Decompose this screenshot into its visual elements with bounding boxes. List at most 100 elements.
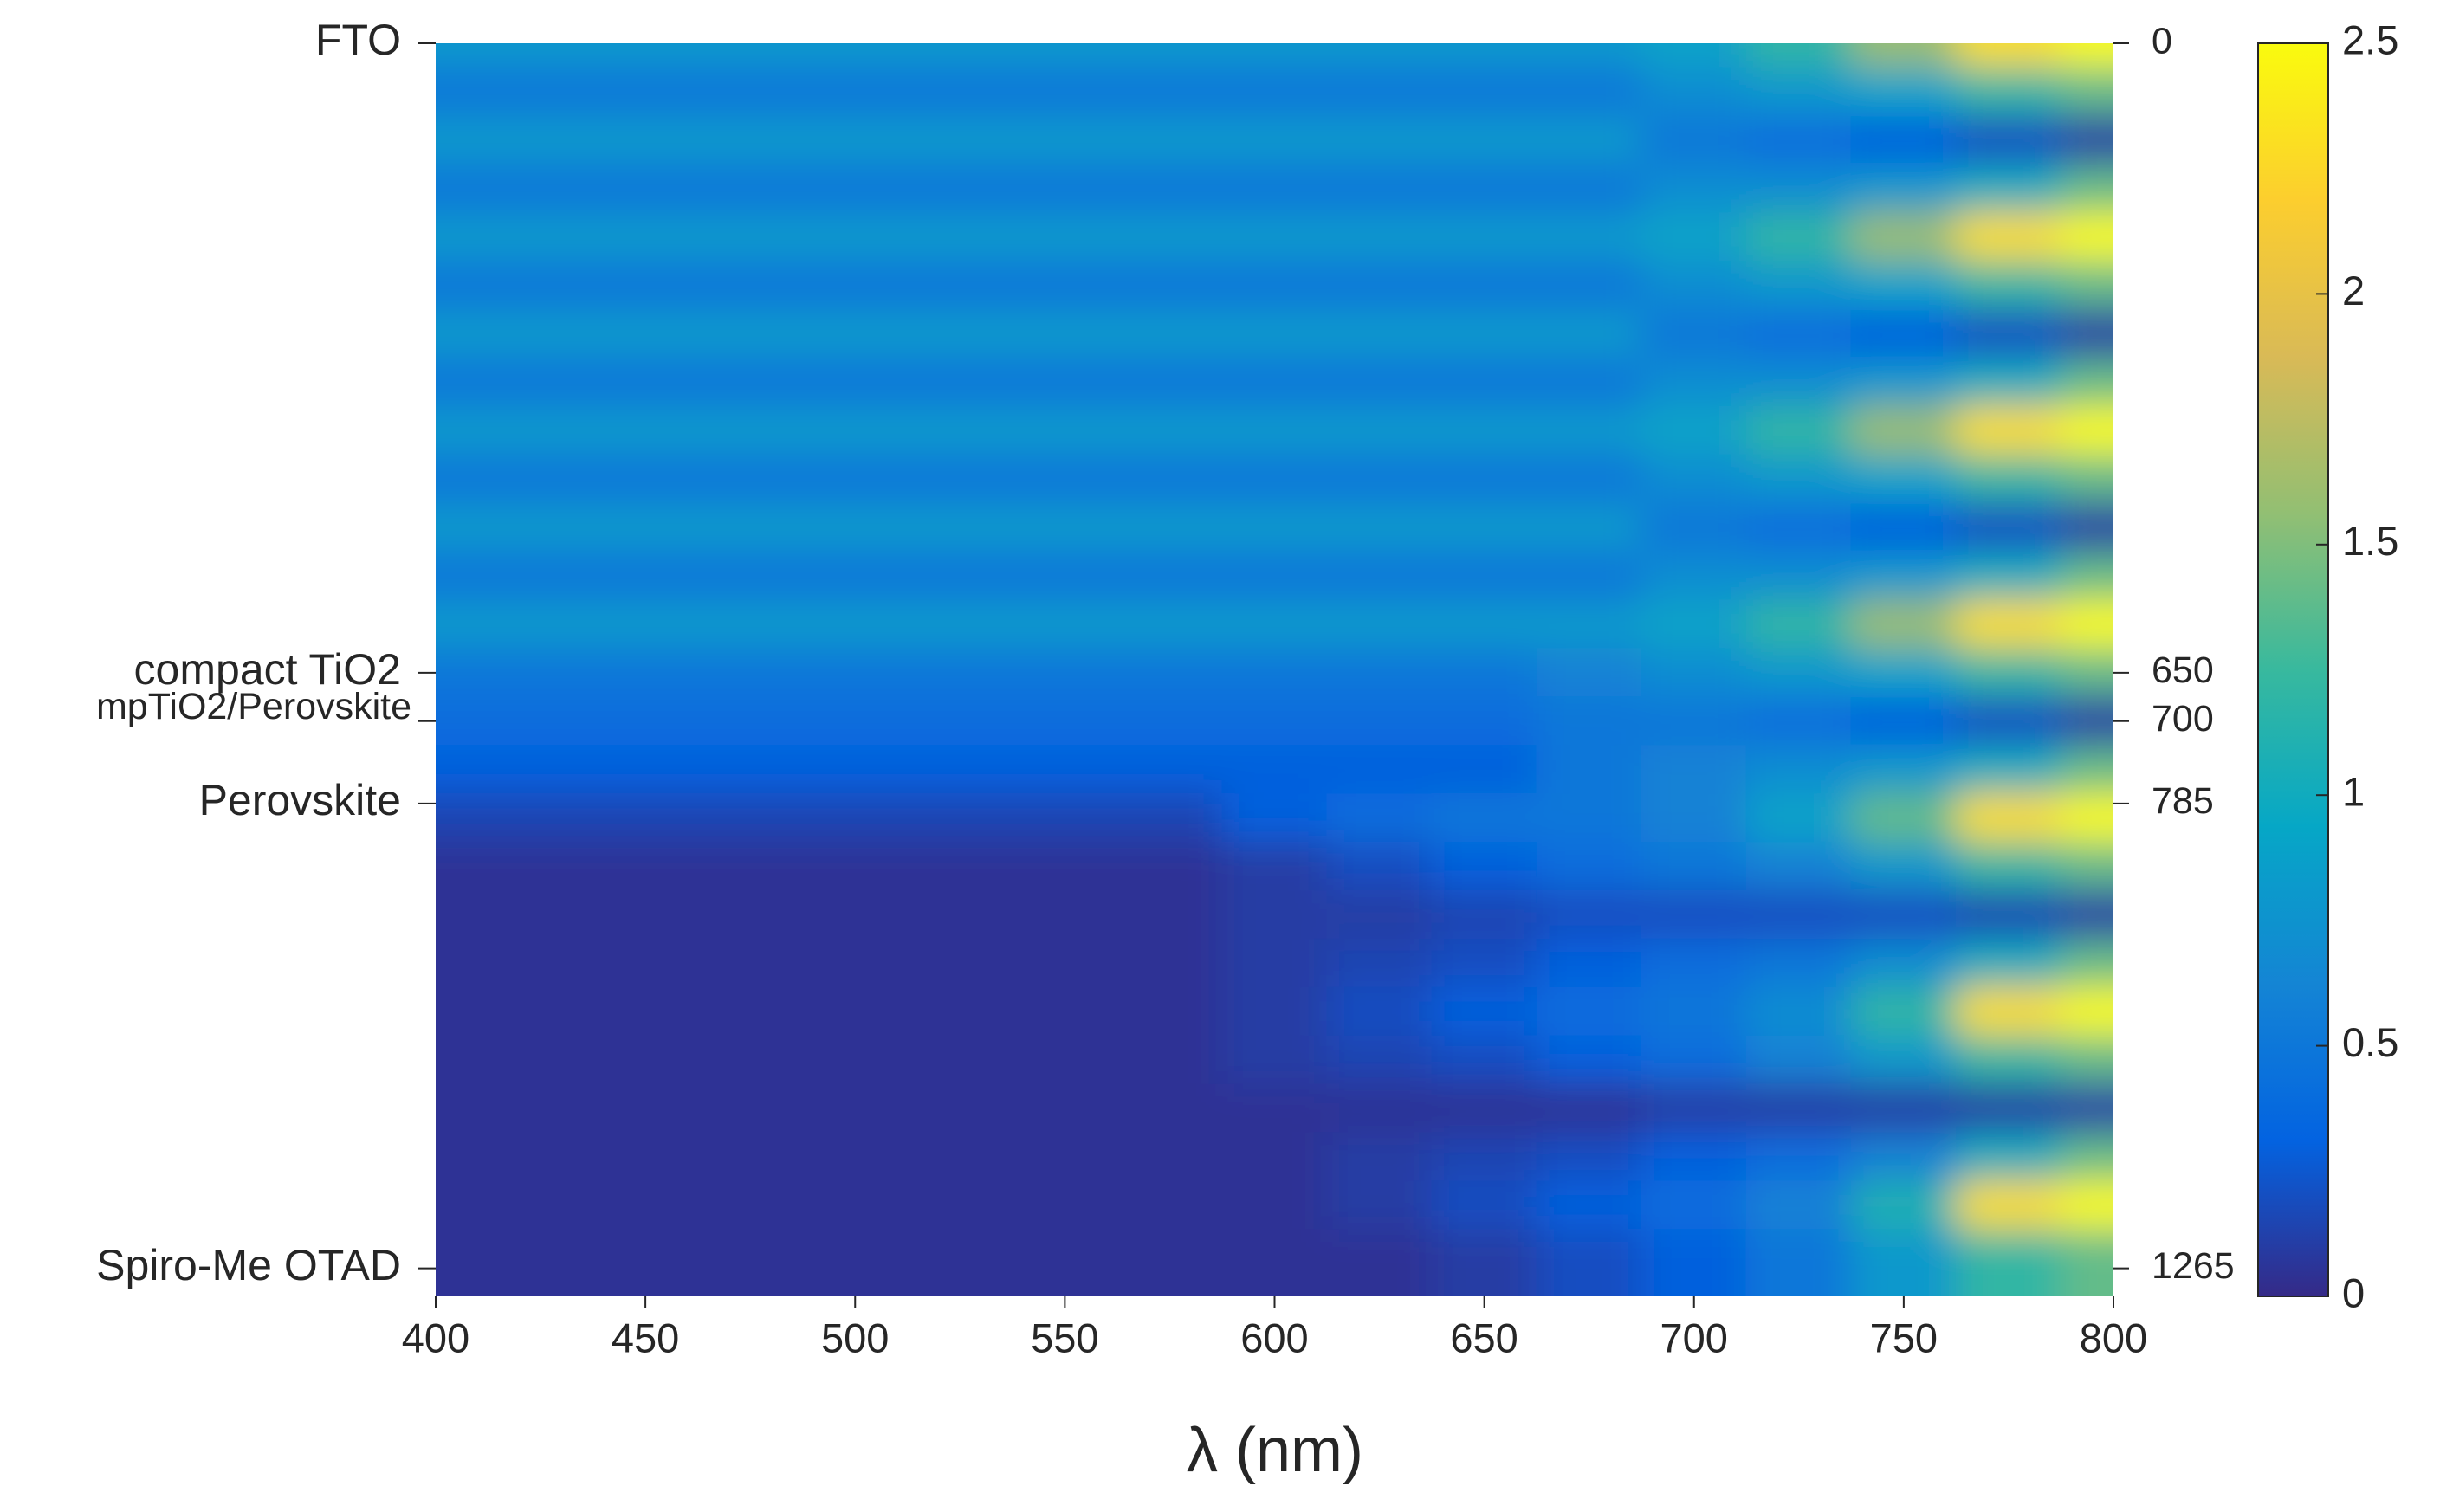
heat-cell	[1431, 43, 1537, 68]
heat-cell	[592, 212, 699, 262]
heat-cell	[1221, 696, 1328, 746]
heat-cell	[436, 1132, 489, 1182]
heat-cell	[1850, 164, 1957, 214]
heat-cell	[907, 793, 1013, 843]
heat-cell	[488, 889, 594, 940]
heat-cell	[802, 648, 909, 698]
heat-cell	[1012, 405, 1118, 456]
heat-cell	[1955, 889, 2061, 940]
heat-cell	[2060, 1132, 2113, 1182]
heat-cell	[1850, 43, 1957, 68]
heat-cell	[436, 261, 489, 311]
heat-cell	[907, 889, 1013, 940]
heat-cell	[1431, 309, 1537, 359]
heat-cell	[1326, 551, 1433, 601]
heat-cell	[1012, 1229, 1118, 1296]
heat-cell	[1536, 599, 1642, 649]
heat-cell	[1116, 551, 1223, 601]
heat-cell	[592, 67, 699, 117]
heat-cell	[802, 599, 909, 649]
heat-cell	[1221, 502, 1328, 552]
heat-cell	[1221, 357, 1328, 407]
heat-cell	[1536, 842, 1642, 891]
colorbar-tick-label: 2	[2342, 268, 2365, 313]
heat-cell	[1955, 1229, 2061, 1296]
heat-cell	[1641, 1180, 1747, 1231]
heat-cell	[592, 454, 699, 504]
heat-cell	[488, 696, 594, 746]
x-tick-label: 600	[1240, 1315, 1308, 1360]
heat-cell	[488, 502, 594, 552]
heat-cell	[1536, 1180, 1642, 1231]
heat-cell	[1745, 261, 1852, 311]
heat-cell	[1431, 1180, 1537, 1231]
heat-cell	[2060, 212, 2113, 262]
heat-cell	[1221, 1083, 1328, 1134]
heat-cell	[1850, 889, 1957, 940]
heat-cell	[488, 43, 594, 68]
heat-cell	[697, 889, 804, 940]
heat-cell	[1536, 405, 1642, 456]
heat-cell	[1536, 1083, 1642, 1134]
heat-cell	[2060, 309, 2113, 359]
heat-cell	[1745, 599, 1852, 649]
heat-cell	[1116, 261, 1223, 311]
heat-cell	[592, 986, 699, 1037]
heat-cell	[436, 599, 489, 649]
heat-cell	[592, 1083, 699, 1134]
heat-cell	[1012, 696, 1118, 746]
heat-cell	[1850, 67, 1957, 117]
heat-cell	[697, 696, 804, 746]
heat-cell	[2060, 842, 2113, 891]
heat-cell	[436, 889, 489, 940]
heat-cell	[1012, 551, 1118, 601]
heat-cell	[1641, 502, 1747, 552]
heat-cell	[592, 261, 699, 311]
heat-cell	[1012, 986, 1118, 1037]
heat-cell	[802, 212, 909, 262]
heat-cell	[1850, 502, 1957, 552]
heat-cell	[436, 1229, 489, 1296]
heat-cell	[1641, 938, 1747, 988]
heat-cell	[1116, 309, 1223, 359]
heat-cell	[436, 551, 489, 601]
heat-cell	[1850, 696, 1957, 746]
heat-cell	[1326, 986, 1433, 1037]
heat-cell	[2060, 405, 2113, 456]
heat-cell	[1431, 454, 1537, 504]
heat-cell	[1221, 889, 1328, 940]
heat-cell	[1745, 1132, 1852, 1182]
heat-cell	[1536, 309, 1642, 359]
heat-cell	[1326, 43, 1433, 68]
heat-cell	[1745, 889, 1852, 940]
heat-cell	[1221, 793, 1328, 843]
heat-cell	[802, 745, 909, 795]
heat-cell	[592, 357, 699, 407]
heat-cell	[697, 1132, 804, 1182]
heat-cell	[592, 309, 699, 359]
heat-cell	[802, 1083, 909, 1134]
heat-cell	[802, 357, 909, 407]
heat-cell	[1012, 115, 1118, 165]
heat-cell	[488, 745, 594, 795]
heat-cell	[1431, 1229, 1537, 1296]
heat-cell	[436, 696, 489, 746]
heat-cell	[1536, 115, 1642, 165]
heat-cell	[1955, 309, 2061, 359]
heat-cell	[1431, 889, 1537, 940]
heat-cell	[1326, 1035, 1433, 1085]
heat-cell	[907, 1229, 1013, 1296]
heat-cell	[1955, 357, 2061, 407]
heat-cell	[488, 1083, 594, 1134]
heat-cell	[592, 889, 699, 940]
heat-cell	[697, 551, 804, 601]
heat-cell	[697, 1083, 804, 1134]
heat-cell	[1431, 357, 1537, 407]
heat-cell	[1431, 212, 1537, 262]
heat-cell	[592, 696, 699, 746]
heat-cell	[2060, 357, 2113, 407]
heat-cell	[1431, 502, 1537, 552]
heat-cell	[1955, 793, 2061, 843]
heat-cell	[1641, 405, 1747, 456]
heat-cell	[1955, 745, 2061, 795]
